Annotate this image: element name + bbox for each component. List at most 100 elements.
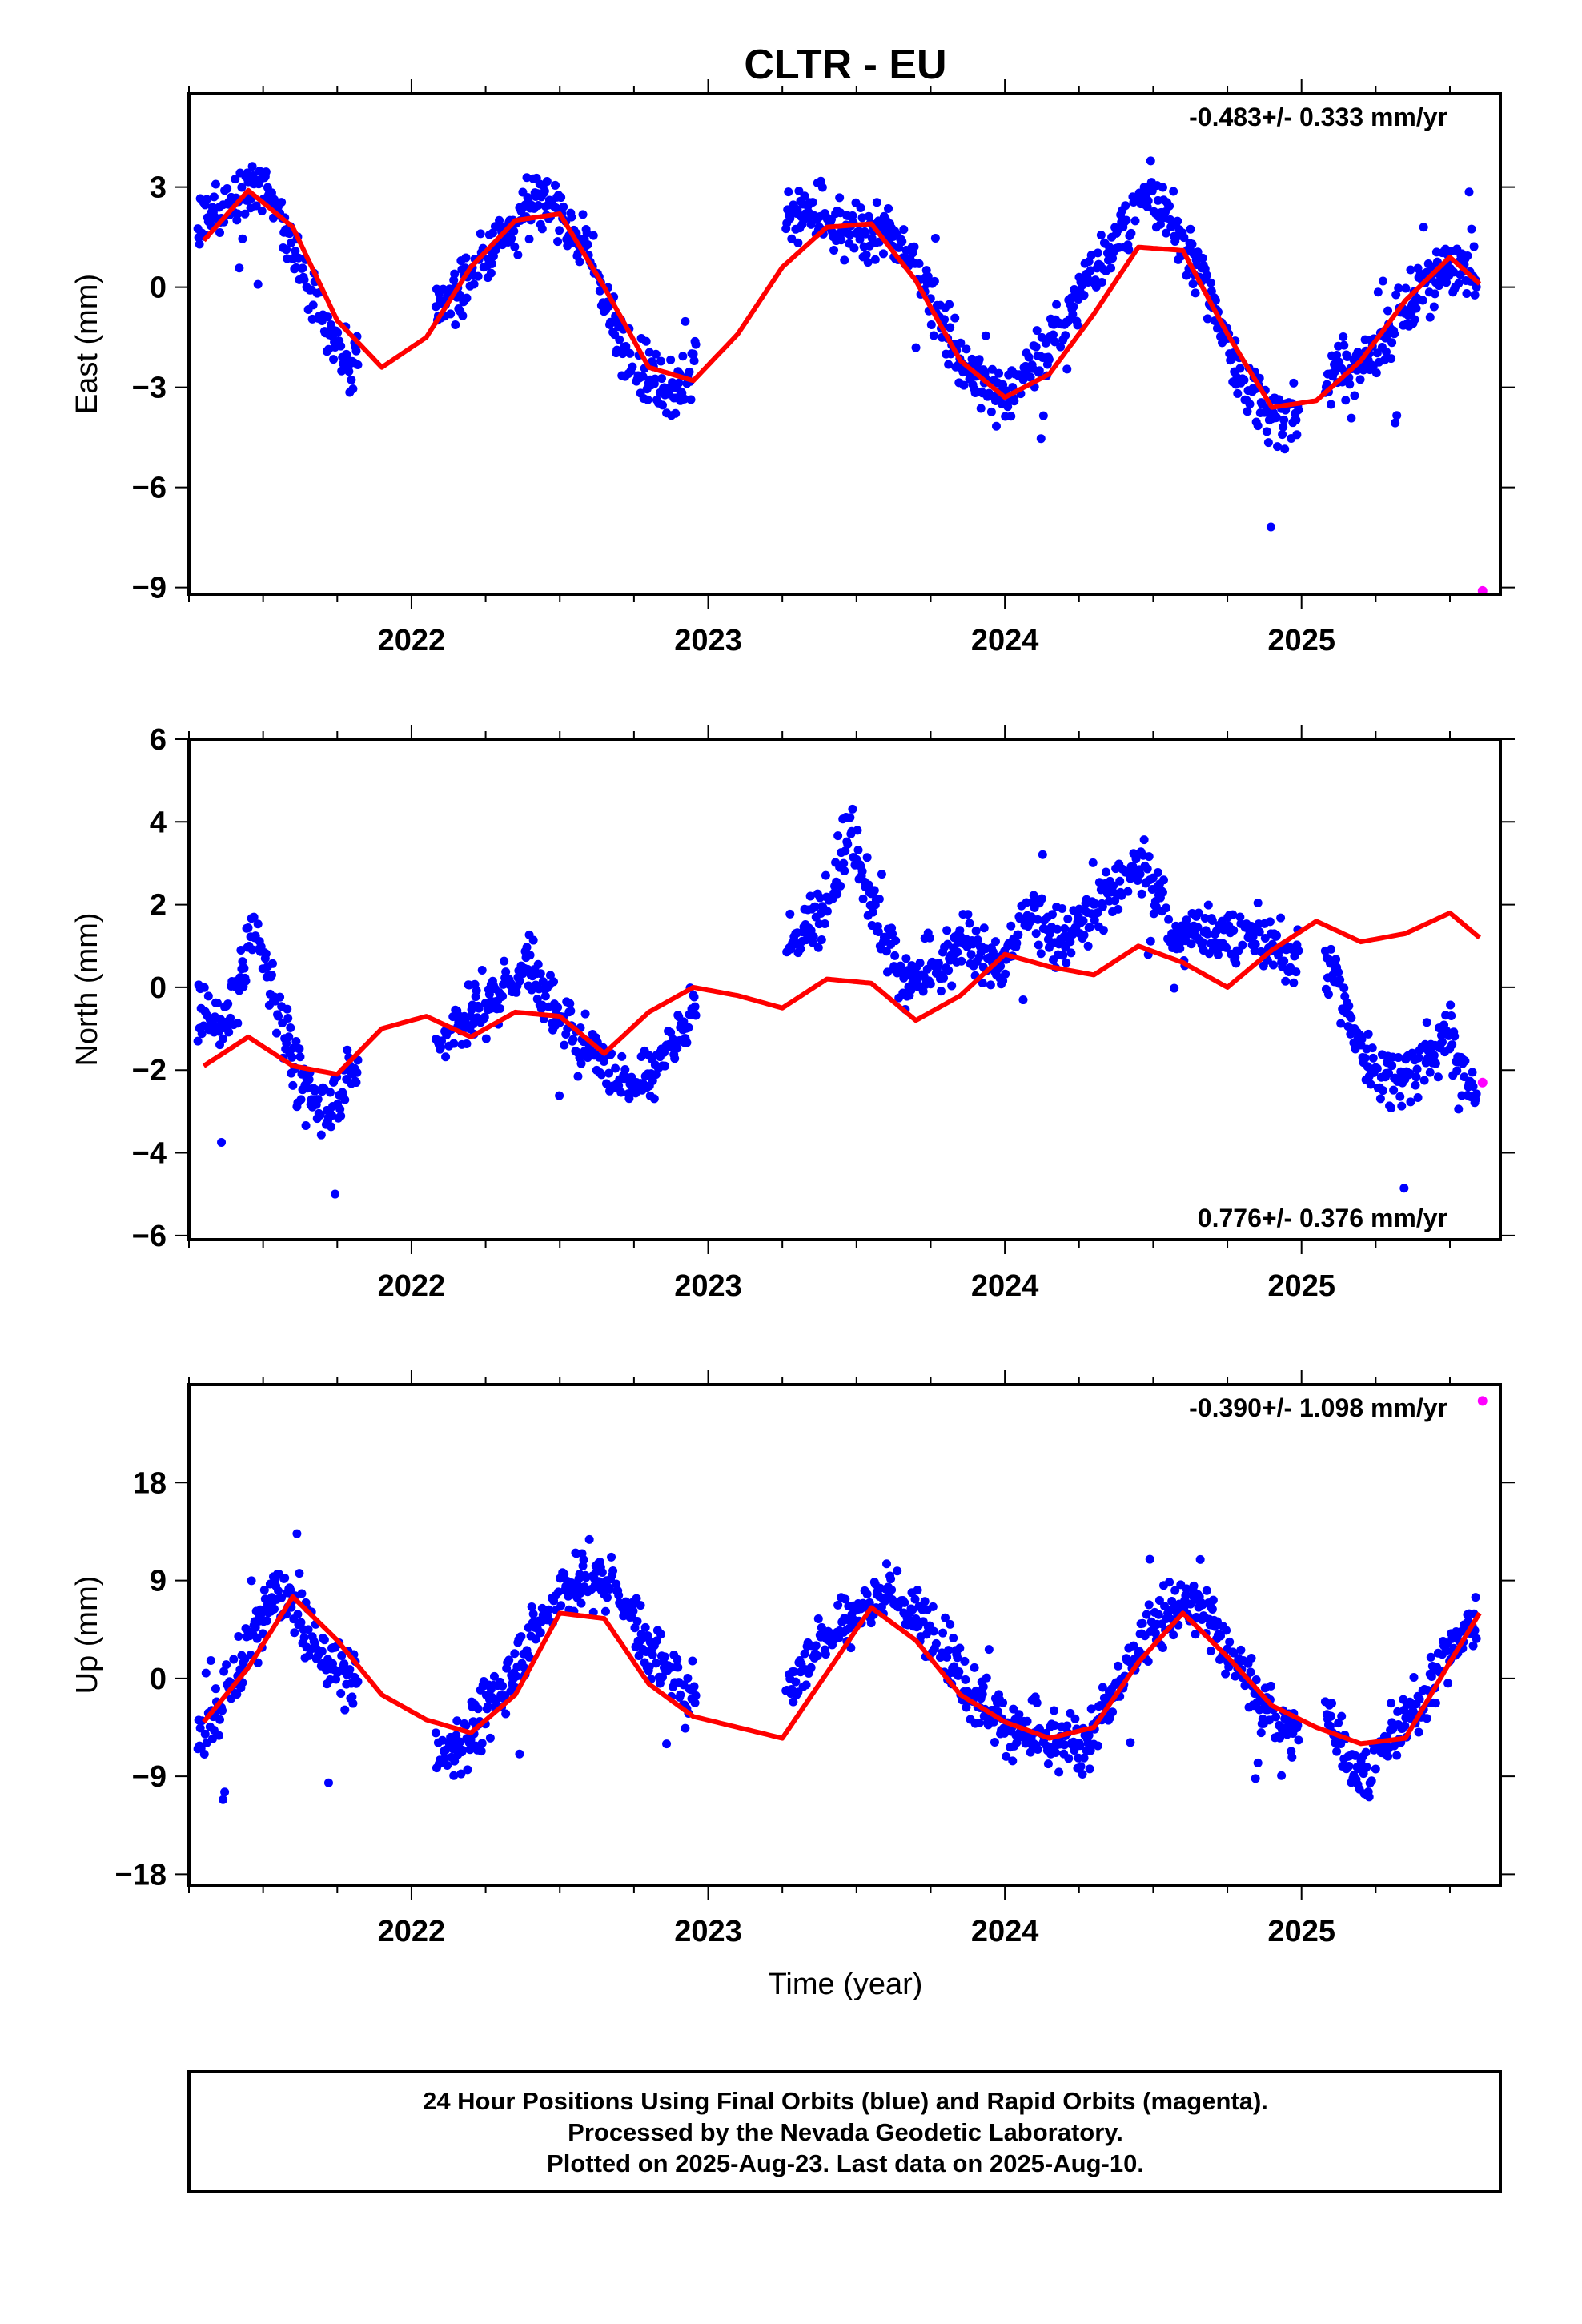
final-orbit-point [974, 1718, 984, 1727]
final-orbit-point [298, 263, 307, 273]
final-orbit-point [689, 349, 698, 359]
final-orbit-point [583, 239, 592, 249]
final-orbit-point [673, 1663, 683, 1672]
final-orbit-point [864, 880, 873, 890]
final-orbit-point [212, 999, 222, 1008]
final-orbit-point [1093, 1741, 1102, 1751]
final-orbit-point [560, 1040, 569, 1050]
final-orbit-point [845, 813, 855, 822]
final-orbit-point [275, 992, 285, 1002]
final-orbit-point [1144, 852, 1154, 862]
final-orbit-point [1173, 216, 1182, 226]
final-orbit-point [628, 1606, 638, 1616]
final-orbit-point [1454, 1104, 1464, 1114]
final-orbit-point [1381, 347, 1391, 356]
final-orbit-point [344, 367, 354, 376]
final-orbit-point [443, 1761, 452, 1771]
final-orbit-point [837, 235, 846, 245]
final-orbit-point [555, 226, 564, 235]
final-orbit-point [1060, 923, 1070, 933]
final-orbit-point [249, 912, 259, 922]
final-orbit-point [965, 919, 974, 928]
final-orbit-point [808, 198, 817, 207]
final-orbit-point [1049, 330, 1058, 340]
final-orbit-point [560, 1570, 569, 1579]
final-orbit-point [223, 184, 232, 194]
final-orbit-point [1378, 1086, 1387, 1096]
final-orbit-point [283, 1014, 293, 1023]
final-orbit-point [1433, 1072, 1443, 1082]
final-orbit-point [533, 959, 543, 969]
final-orbit-point [979, 923, 989, 933]
final-orbit-point [963, 910, 973, 919]
final-orbit-point [785, 909, 795, 919]
final-orbit-point [499, 979, 508, 989]
final-orbit-point [652, 1636, 661, 1646]
rapid-orbit-point [1477, 1077, 1488, 1088]
final-orbit-point [683, 1674, 693, 1683]
final-orbit-point [615, 335, 624, 344]
final-orbit-point [345, 1665, 355, 1675]
final-orbit-point [436, 1043, 445, 1052]
final-orbit-point [1253, 1758, 1263, 1767]
final-orbit-point [296, 1618, 306, 1627]
final-orbit-point [793, 238, 803, 247]
final-orbit-point [1213, 950, 1223, 959]
final-orbit-point [536, 1628, 545, 1638]
final-orbit-point [1450, 1031, 1460, 1041]
final-orbit-point [543, 1612, 552, 1622]
final-orbit-point [996, 961, 1006, 971]
final-orbit-point [691, 1011, 701, 1020]
final-orbit-point [1387, 1104, 1396, 1113]
final-orbit-point [537, 224, 547, 234]
final-orbit-point [232, 1690, 242, 1699]
final-orbit-point [1292, 430, 1302, 440]
final-orbit-point [1400, 1721, 1410, 1731]
final-orbit-point [794, 187, 804, 196]
final-orbit-point [1339, 340, 1349, 350]
final-orbit-point [1291, 967, 1301, 977]
final-orbit-point [865, 241, 874, 251]
y-tick-label: 18 [133, 1466, 167, 1500]
final-orbit-point [682, 1038, 692, 1047]
final-orbit-point [553, 1003, 563, 1012]
final-orbit-point [1098, 902, 1107, 911]
final-orbit-point [1363, 1029, 1373, 1039]
plot-frame [187, 1383, 1502, 1887]
final-orbit-point [1383, 1751, 1393, 1761]
final-orbit-point [527, 1602, 536, 1612]
final-orbit-point [1409, 1672, 1419, 1682]
final-orbit-point [1418, 296, 1427, 305]
final-orbit-point [1422, 1714, 1431, 1723]
final-orbit-point [452, 1716, 462, 1726]
final-orbit-point [473, 1704, 483, 1714]
final-orbit-point [510, 1649, 520, 1659]
final-orbit-point [1235, 364, 1245, 373]
final-orbit-point [1446, 1000, 1456, 1010]
final-orbit-point [962, 1703, 971, 1712]
final-orbit-point [1167, 1597, 1177, 1606]
final-orbit-point [1188, 279, 1198, 288]
final-orbit-point [1335, 975, 1345, 984]
final-orbit-point [868, 907, 877, 917]
final-orbit-point [691, 340, 701, 349]
final-orbit-point [1096, 231, 1106, 240]
final-orbit-point [1069, 302, 1078, 312]
final-orbit-point [292, 1529, 302, 1538]
final-orbit-point [1088, 858, 1098, 867]
final-orbit-point [1246, 1667, 1255, 1677]
final-orbit-point [936, 987, 946, 996]
final-orbit-point [1026, 372, 1035, 382]
final-orbit-point [1368, 1053, 1378, 1063]
final-orbit-point [538, 977, 548, 987]
y-tick-label: 0 [150, 971, 167, 1005]
final-orbit-point [1024, 352, 1034, 362]
final-orbit-point [335, 1104, 345, 1114]
final-orbit-point [1412, 1064, 1422, 1074]
x-tick-label: 2022 [378, 1269, 446, 1303]
final-orbit-point [472, 986, 481, 995]
final-orbit-point [861, 229, 870, 239]
final-orbit-point [1018, 995, 1028, 1005]
final-orbit-point [348, 384, 358, 394]
final-orbit-point [1340, 991, 1350, 1001]
